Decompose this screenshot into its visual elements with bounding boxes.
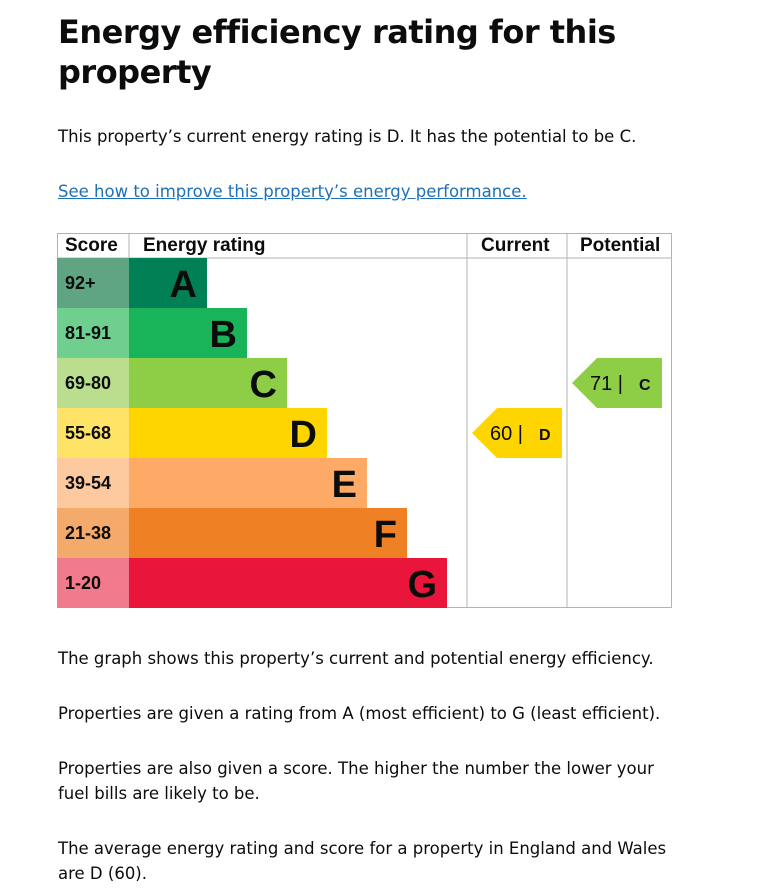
rating-bar-F [129, 508, 407, 558]
rating-letter: B [210, 314, 237, 356]
score-label: 92+ [65, 273, 96, 293]
score-label: 55-68 [65, 423, 111, 443]
rating-letter: F [374, 514, 397, 556]
score-cell-A [57, 258, 129, 308]
header-score: Score [65, 235, 118, 256]
rating-bar-C [129, 358, 287, 408]
header-energy-rating: Energy rating [143, 235, 266, 256]
score-cell-B [57, 308, 129, 358]
score-label: 39-54 [65, 473, 111, 493]
rating-bar-D [129, 408, 327, 458]
paragraph: The graph shows this property’s current … [58, 649, 654, 668]
rating-letter: G [407, 564, 437, 606]
current-arrow [472, 408, 562, 458]
score-cell-E [57, 458, 129, 508]
header-potential: Potential [580, 235, 661, 256]
score-cell-C [57, 358, 129, 408]
chart-graphics: 92+ A 81-91 B 69-80 C 55-68 D 39-54 E 21-38 F 1-20 G 6… [57, 233, 672, 608]
score-label: 81-91 [65, 323, 111, 343]
rating-letter: C [250, 364, 277, 406]
improve-link[interactable]: See how to improve this property’s energ… [58, 182, 527, 201]
score-label: 21-38 [65, 523, 111, 543]
rating-letter: E [332, 464, 357, 506]
rating-bar-B [129, 308, 247, 358]
rating-letter: A [170, 264, 197, 306]
current-letter: D [539, 427, 551, 444]
potential-arrow [572, 358, 662, 408]
paragraph: Properties are given a rating from A (mo… [58, 704, 661, 723]
current-score: 60 | [490, 423, 523, 445]
potential-letter: C [639, 377, 651, 394]
score-cell-D [57, 408, 129, 458]
score-cell-G [57, 558, 129, 608]
score-cell-F [57, 508, 129, 558]
rating-bar-A [129, 258, 207, 308]
paragraph: The average energy rating and score for … [58, 839, 667, 883]
rating-bar-E [129, 458, 367, 508]
header-current: Current [481, 235, 550, 256]
potential-score: 71 | [590, 373, 623, 395]
rating-bar-G [129, 558, 447, 608]
score-label: 69-80 [65, 373, 111, 393]
rating-letter: D [290, 414, 317, 456]
energy-rating-chart: 92+ A 81-91 B 69-80 C 55-68 D 39-54 E 21-38 F 1-20 G 6… [57, 233, 672, 608]
score-label: 1-20 [65, 573, 101, 593]
page-title: Energy efficiency rating for this proper… [58, 13, 616, 91]
intro-text: This property’s current energy rating is… [58, 127, 637, 146]
paragraph: Properties are also given a score. The h… [58, 759, 654, 803]
